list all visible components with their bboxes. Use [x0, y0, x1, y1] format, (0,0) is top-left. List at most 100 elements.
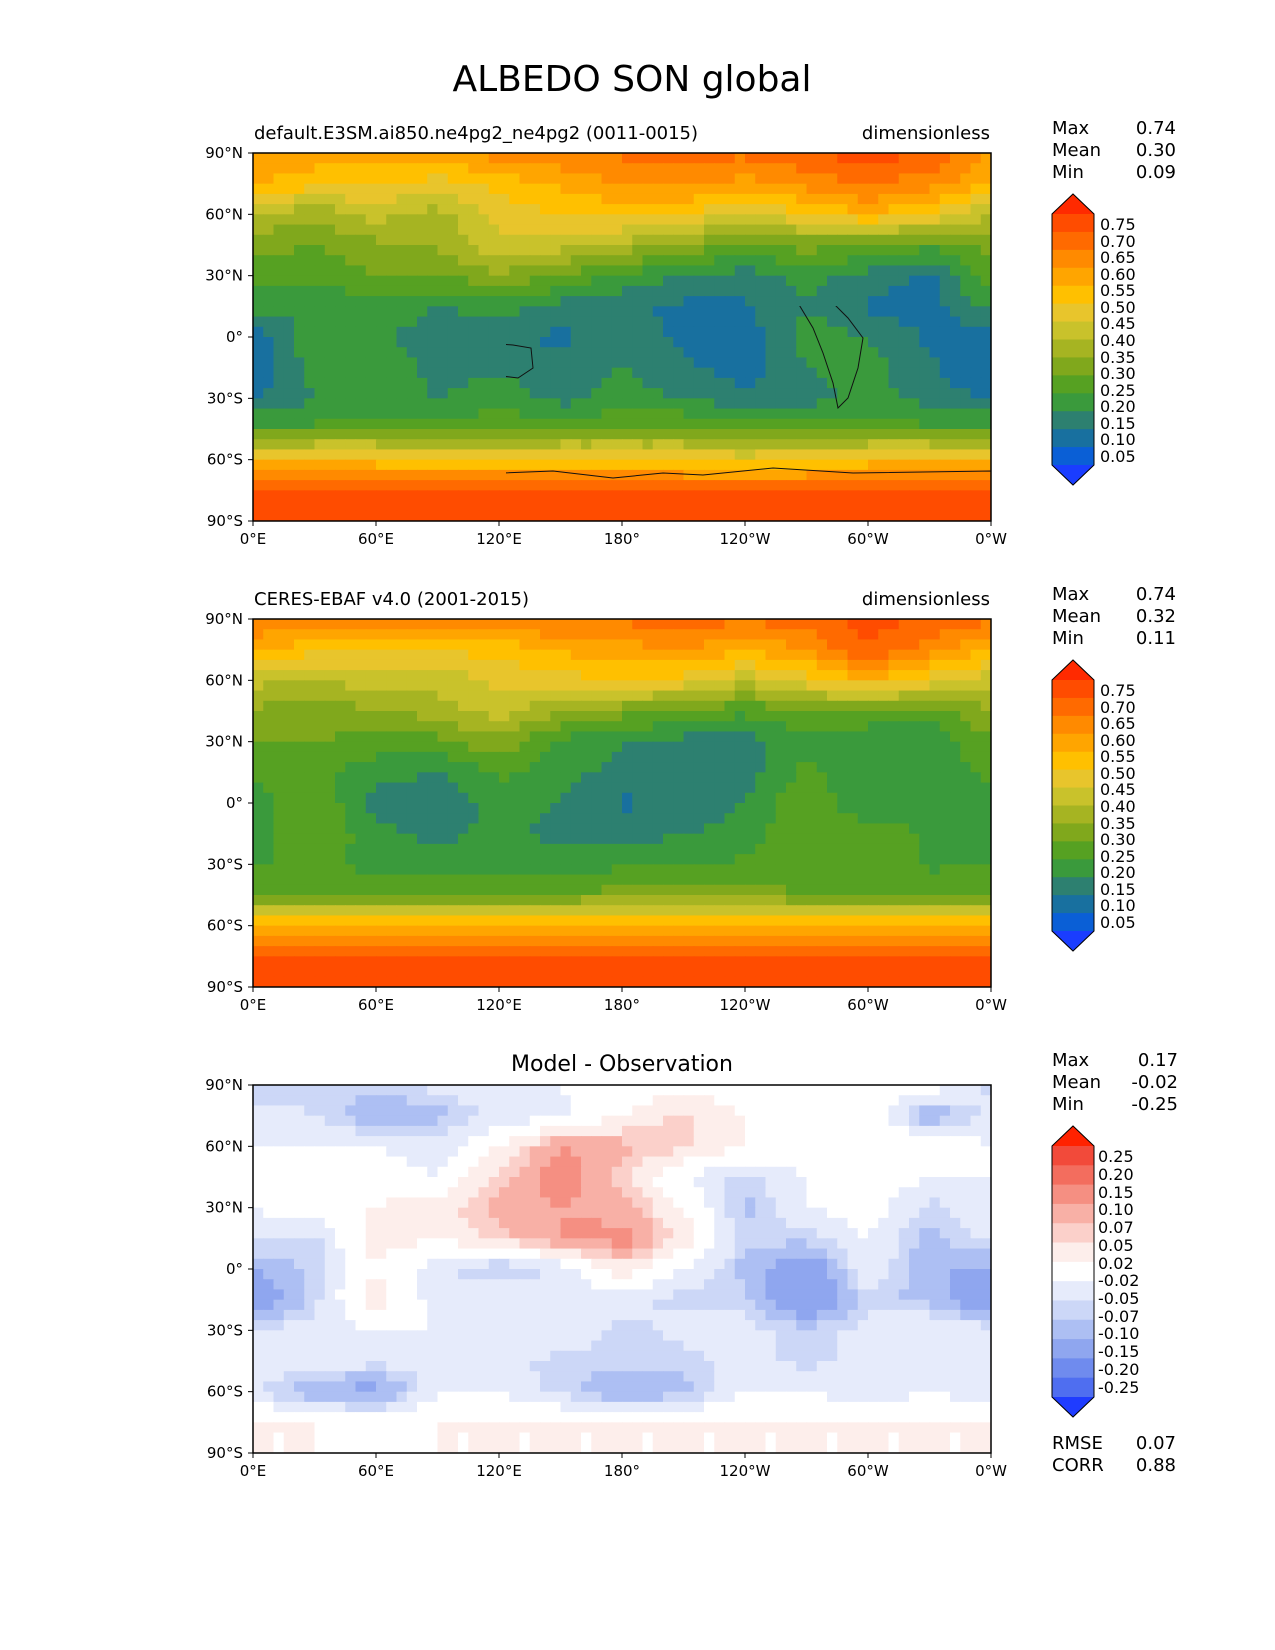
field-cell — [529, 823, 541, 835]
field-cell — [806, 690, 818, 702]
field-cell — [837, 255, 849, 267]
field-cell — [273, 935, 285, 947]
field-cell — [775, 193, 787, 205]
field-cell — [827, 347, 838, 359]
field-cell — [980, 316, 991, 328]
field-cell — [816, 204, 828, 215]
field-cell — [796, 285, 808, 297]
field-cell — [468, 377, 480, 389]
field-cell — [673, 316, 685, 328]
field-cell — [345, 905, 357, 917]
field-cell — [939, 255, 951, 267]
field-cell — [396, 500, 408, 512]
colorbar-tick-label: 0.45 — [1100, 314, 1136, 333]
field-cell — [447, 792, 459, 804]
field-cell — [929, 245, 941, 256]
field-cell — [509, 255, 521, 267]
field-cell — [622, 429, 633, 440]
field-cell — [253, 275, 264, 287]
field-cell — [365, 224, 377, 236]
field-cell — [816, 245, 828, 256]
field-cell — [468, 275, 480, 287]
field-cell — [570, 316, 582, 328]
field-cell — [253, 337, 264, 348]
field-cell — [652, 510, 664, 521]
field-cell — [683, 721, 695, 733]
field-cell — [283, 874, 295, 886]
field-cell — [447, 639, 459, 651]
field-cell — [786, 398, 797, 410]
field-cell — [335, 173, 346, 185]
field-cell — [550, 245, 562, 256]
field-cell — [273, 823, 285, 835]
field-cell — [396, 510, 408, 521]
field-cell — [376, 639, 387, 651]
field-cell — [652, 326, 664, 338]
stat-label: Mean — [1052, 140, 1101, 161]
field-cell — [775, 255, 787, 267]
field-cell — [611, 377, 623, 389]
field-cell — [734, 337, 746, 348]
field-cell — [919, 173, 931, 185]
field-cell — [898, 659, 910, 671]
field-cell — [786, 255, 797, 267]
field-cell — [355, 925, 367, 937]
field-cell — [847, 234, 859, 246]
field-cell — [837, 224, 849, 236]
field-cell — [447, 782, 459, 794]
field-cell — [704, 245, 715, 256]
field-cell — [253, 510, 264, 521]
field-cell — [734, 843, 746, 855]
field-cell — [693, 792, 705, 804]
field-cell — [775, 490, 787, 502]
field-cell — [652, 843, 664, 855]
field-cell — [816, 690, 828, 702]
field-cell — [591, 153, 603, 164]
field-cell — [304, 480, 316, 491]
field-cell — [365, 619, 377, 630]
field-cell — [488, 762, 500, 773]
field-cell — [847, 275, 859, 287]
field-cell — [663, 915, 674, 927]
field-cell — [909, 367, 920, 379]
field-cell — [458, 265, 469, 277]
field-cell — [458, 670, 469, 681]
field-cell — [581, 429, 592, 440]
field-cell — [386, 649, 398, 661]
field-cell — [714, 153, 726, 164]
field-cell — [550, 459, 562, 471]
field-cell — [663, 398, 674, 410]
field-cell — [745, 700, 756, 712]
field-cell — [847, 619, 859, 630]
field-cell — [632, 629, 644, 641]
field-cell — [898, 864, 910, 876]
field-cell — [704, 639, 715, 651]
field-cell — [693, 782, 705, 794]
field-cell — [929, 388, 941, 399]
field-cell — [427, 367, 439, 379]
field-cell — [878, 224, 890, 236]
field-cell — [376, 275, 387, 287]
field-cell — [253, 173, 264, 185]
field-cell — [663, 670, 674, 681]
field-cell — [622, 915, 633, 927]
field-cell — [632, 659, 644, 671]
field-cell — [283, 326, 295, 338]
field-cell — [294, 782, 305, 794]
field-cell — [396, 833, 408, 845]
field-cell — [683, 326, 695, 338]
field-cell — [960, 731, 972, 743]
field-cell — [519, 843, 531, 855]
field-cell — [509, 163, 521, 175]
field-cell — [519, 245, 531, 256]
field-cell — [745, 500, 756, 512]
field-cell — [642, 418, 654, 430]
field-cell — [570, 813, 582, 825]
field-cell — [622, 619, 633, 630]
field-cell — [601, 204, 613, 215]
field-cell — [519, 500, 531, 512]
field-cell — [775, 224, 787, 236]
field-cell — [929, 490, 941, 502]
field-cell — [499, 234, 510, 246]
field-cell — [283, 915, 295, 927]
